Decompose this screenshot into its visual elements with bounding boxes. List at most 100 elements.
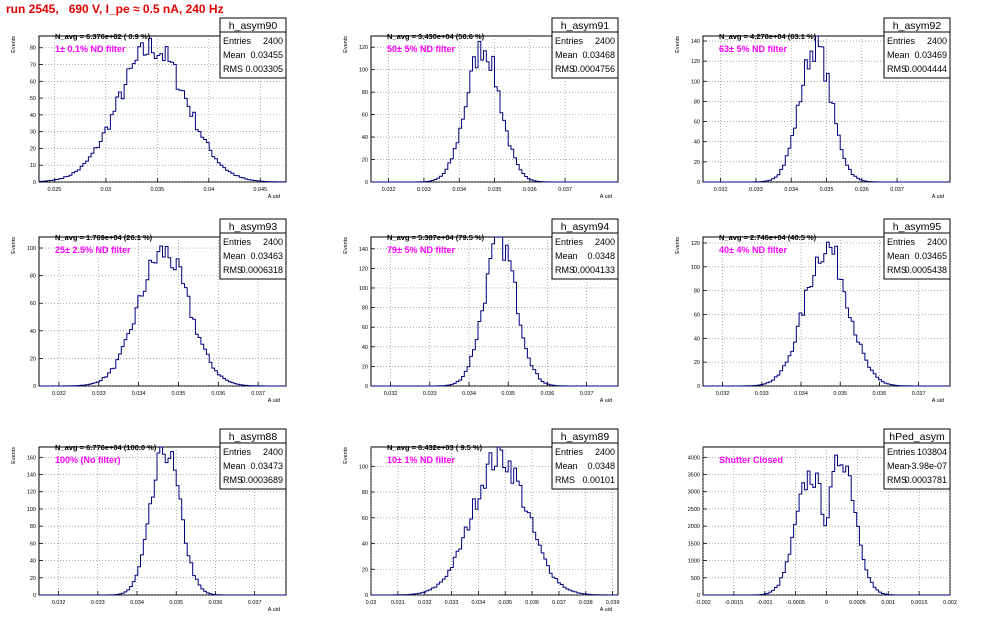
x-tick-label: 0.038 bbox=[579, 600, 593, 606]
y-tick-label: 100 bbox=[27, 507, 36, 513]
x-tick-label: 0.034 bbox=[132, 391, 146, 397]
histogram-series bbox=[371, 236, 618, 387]
x-tick-label: 0.03 bbox=[366, 600, 377, 606]
x-tick-label: 0.036 bbox=[523, 187, 537, 193]
stats-value: 2400 bbox=[595, 237, 615, 247]
x-tick-label: 0.03 bbox=[101, 187, 112, 193]
stats-value: 2400 bbox=[263, 447, 283, 457]
y-tick-label: 0 bbox=[33, 384, 36, 390]
panel-h_asym92: 0.032 0.033 0.034 0.035 0.036 0.037 0 20 40 60 80 1… bbox=[675, 17, 951, 200]
y-tick-label: 40 bbox=[362, 542, 368, 548]
x-axis-label: A uid bbox=[268, 607, 280, 613]
stats-value: 0.00101 bbox=[582, 475, 615, 485]
stats-key: Mean bbox=[555, 50, 578, 60]
stats-value: 0.0006318 bbox=[240, 265, 283, 275]
x-tick-label: 0.001 bbox=[881, 600, 895, 606]
y-tick-label: 60 bbox=[30, 79, 36, 85]
filter-label: 100% (No filter) bbox=[55, 455, 121, 465]
navg-label: N_avg = 3.430e+04 (50.6 %) bbox=[387, 32, 485, 41]
y-tick-label: 60 bbox=[362, 325, 368, 331]
x-axis-label: A uid bbox=[600, 398, 612, 404]
histogram-series bbox=[703, 35, 950, 183]
filter-label: 25± 2.5% ND filter bbox=[55, 245, 131, 255]
filter-label: Shutter Closed bbox=[719, 455, 783, 465]
stats-value: 103804 bbox=[917, 447, 947, 457]
y-tick-label: 30 bbox=[30, 130, 36, 136]
y-axis-label: Events bbox=[343, 447, 349, 464]
y-tick-label: 20 bbox=[362, 567, 368, 573]
panel-hPed_asym: -0.002 -0.0015 -0.001 -0.0005 0 0.0005 0.001 0.… bbox=[688, 428, 957, 606]
stats-value: 0.03468 bbox=[582, 50, 615, 60]
y-tick-label: 10 bbox=[30, 163, 36, 169]
stats-title: h_asym89 bbox=[561, 431, 610, 443]
stats-key: RMS bbox=[555, 265, 575, 275]
y-tick-label: 40 bbox=[694, 336, 700, 342]
x-tick-label: 0.032 bbox=[52, 600, 66, 606]
y-tick-label: 500 bbox=[691, 576, 700, 582]
x-tick-label: 0.0005 bbox=[849, 600, 866, 606]
stats-key: RMS bbox=[223, 64, 243, 74]
stats-value: 0.03465 bbox=[914, 251, 947, 261]
y-tick-label: 0 bbox=[365, 384, 368, 390]
x-tick-label: 0.032 bbox=[382, 187, 396, 193]
y-tick-label: 60 bbox=[30, 541, 36, 547]
stats-title: hPed_asym bbox=[889, 431, 945, 443]
filter-label: 1± 0.1% ND filter bbox=[55, 44, 126, 54]
panel-h_asym93: 0.032 0.033 0.034 0.035 0.036 0.037 0 20 40 60 80 1… bbox=[11, 218, 287, 404]
stats-value: 0.0004756 bbox=[572, 64, 615, 74]
stats-key: Entries bbox=[555, 237, 584, 247]
stats-title: h_asym91 bbox=[561, 20, 610, 32]
x-tick-label: 0.035 bbox=[488, 187, 502, 193]
y-tick-label: 20 bbox=[30, 576, 36, 582]
x-axis-label: A uid bbox=[268, 194, 280, 200]
y-tick-label: 20 bbox=[362, 364, 368, 370]
stats-value: 0.0004133 bbox=[572, 265, 615, 275]
y-tick-label: 40 bbox=[30, 329, 36, 335]
x-axis-label: A uid bbox=[600, 194, 612, 200]
stats-value: 0.003305 bbox=[245, 64, 283, 74]
stats-key: RMS bbox=[223, 475, 243, 485]
x-tick-label: 0.033 bbox=[417, 187, 431, 193]
y-tick-label: 60 bbox=[30, 301, 36, 307]
histogram-series bbox=[703, 241, 950, 387]
y-tick-label: 40 bbox=[362, 135, 368, 141]
stats-value: 2400 bbox=[595, 36, 615, 46]
stats-box bbox=[883, 31, 951, 79]
x-tick-label: -0.002 bbox=[695, 600, 711, 606]
stats-key: Entries bbox=[887, 36, 916, 46]
navg-label: N_avg = 2.746e+04 (40.5 %) bbox=[719, 233, 817, 242]
stats-value: 0.03473 bbox=[250, 461, 283, 471]
stats-key: RMS bbox=[887, 475, 907, 485]
stats-key: Mean bbox=[555, 251, 578, 261]
y-tick-label: 120 bbox=[27, 490, 36, 496]
x-tick-label: 0.036 bbox=[209, 600, 223, 606]
stats-key: Entries bbox=[555, 36, 584, 46]
x-axis-label: A uid bbox=[932, 194, 944, 200]
x-tick-label: 0.036 bbox=[211, 391, 225, 397]
x-tick-label: 0.032 bbox=[418, 600, 432, 606]
stats-title: h_asym92 bbox=[893, 20, 942, 32]
panel-h_asym95: 0.032 0.033 0.034 0.035 0.036 0.037 0 20 40 60 80 1… bbox=[675, 218, 951, 404]
histogram-series bbox=[38, 37, 287, 183]
y-tick-label: 1500 bbox=[688, 541, 700, 547]
x-axis-label: A uid bbox=[268, 398, 280, 404]
y-tick-label: 100 bbox=[691, 79, 700, 85]
y-tick-label: 0 bbox=[697, 180, 700, 186]
stats-key: Mean bbox=[887, 461, 910, 471]
x-tick-label: 0.033 bbox=[755, 391, 769, 397]
y-tick-label: 0 bbox=[365, 593, 368, 599]
x-tick-label: 0.033 bbox=[91, 600, 105, 606]
y-tick-label: 3500 bbox=[688, 473, 700, 479]
x-tick-label: 0.033 bbox=[423, 391, 437, 397]
stats-box bbox=[883, 442, 951, 490]
stats-key: RMS bbox=[555, 64, 575, 74]
y-tick-label: 60 bbox=[694, 312, 700, 318]
stats-value: 0.0003781 bbox=[904, 475, 947, 485]
y-tick-label: 100 bbox=[359, 286, 368, 292]
histogram-series bbox=[39, 245, 286, 387]
y-tick-label: 80 bbox=[30, 46, 36, 52]
x-tick-label: 0.04 bbox=[203, 187, 214, 193]
y-tick-label: 120 bbox=[359, 266, 368, 272]
stats-key: RMS bbox=[887, 265, 907, 275]
